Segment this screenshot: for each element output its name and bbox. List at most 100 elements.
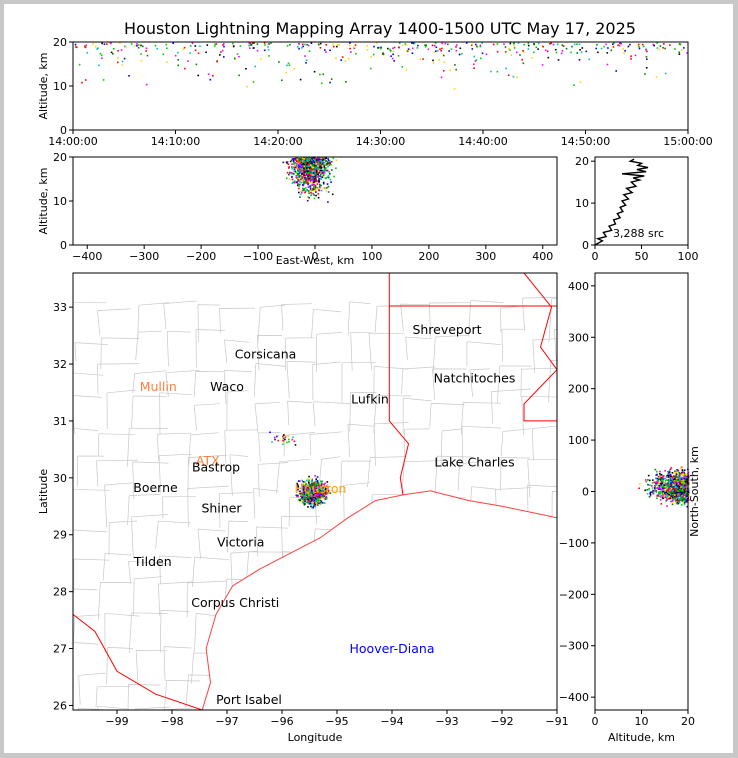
data-point [655,482,658,485]
data-point [555,51,558,54]
data-point [507,74,510,76]
data-point [675,481,677,483]
data-point [561,44,564,46]
histogram-x-tick-label: 0 [592,250,599,263]
data-point [664,489,667,492]
data-point [289,178,291,180]
data-point [308,50,311,52]
data-point [677,485,679,487]
data-point [666,489,668,491]
data-point [249,47,251,49]
data-point [297,169,299,171]
data-point [672,489,674,492]
data-point [313,165,316,167]
data-point [187,60,189,62]
data-point [325,44,328,46]
data-point [642,45,645,48]
county-line [313,649,346,677]
data-point [681,491,683,494]
data-point [678,500,681,503]
county-line [553,328,557,365]
data-point [667,490,669,492]
data-point [672,484,675,486]
data-point [297,160,300,162]
data-point [685,490,688,492]
data-point [303,165,306,168]
county-line [410,495,443,522]
data-point [579,81,582,83]
data-point [644,73,646,75]
data-point [286,441,288,444]
data-point [286,171,289,174]
data-point [299,159,301,161]
data-point [304,174,307,176]
data-point [310,160,313,163]
data-point [437,49,439,52]
data-point [624,50,626,52]
data-point [299,499,301,502]
data-point [490,70,492,73]
data-point [286,161,289,163]
data-point [668,497,671,500]
latitude-tick-label: 27 [53,643,67,656]
longitude-tick-label: −98 [160,715,183,728]
data-point [315,483,317,486]
data-point [146,54,149,57]
data-point [327,162,329,165]
county-line [527,459,557,498]
data-point [411,42,413,44]
data-point [479,45,482,48]
data-point [303,494,306,497]
data-point [554,48,557,51]
data-point [687,491,690,494]
data-point [299,480,301,482]
east-west-tick-label: −100 [243,250,273,263]
longitude-tick-label: −92 [490,715,513,728]
data-point [432,62,435,64]
data-point [306,182,309,185]
data-point [232,42,234,45]
county-line [495,487,532,518]
county-line [253,363,286,398]
data-point [481,52,484,55]
data-point [651,485,653,487]
data-point [686,486,689,488]
altitude-histogram-line [594,158,649,246]
data-point [672,499,674,501]
data-point [322,502,324,504]
data-point [307,506,309,508]
north-south-ylabel: North-South, km [688,446,701,537]
data-point [166,47,168,50]
data-point [312,490,314,492]
data-point [325,190,328,192]
data-point [678,476,681,479]
data-point [648,496,651,498]
data-point [301,483,303,486]
data-point [303,169,305,172]
data-point [125,46,127,48]
data-point [542,45,544,48]
county-line [127,684,161,710]
data-point [306,159,308,162]
data-point [297,167,299,170]
data-point [673,480,676,482]
county-line [562,455,589,486]
data-point [317,162,320,164]
data-point [306,165,308,167]
data-point [665,475,668,477]
data-point [317,172,320,175]
data-point [335,159,338,161]
data-point [310,191,312,194]
data-point [295,171,297,174]
county-line [468,300,504,337]
north-south-points [638,466,690,508]
data-point [676,481,679,484]
data-point [298,170,301,173]
data-point [307,487,309,490]
data-point [661,476,663,479]
data-point [324,493,327,495]
data-point [660,484,663,486]
data-point [679,483,682,486]
data-point [544,49,547,52]
